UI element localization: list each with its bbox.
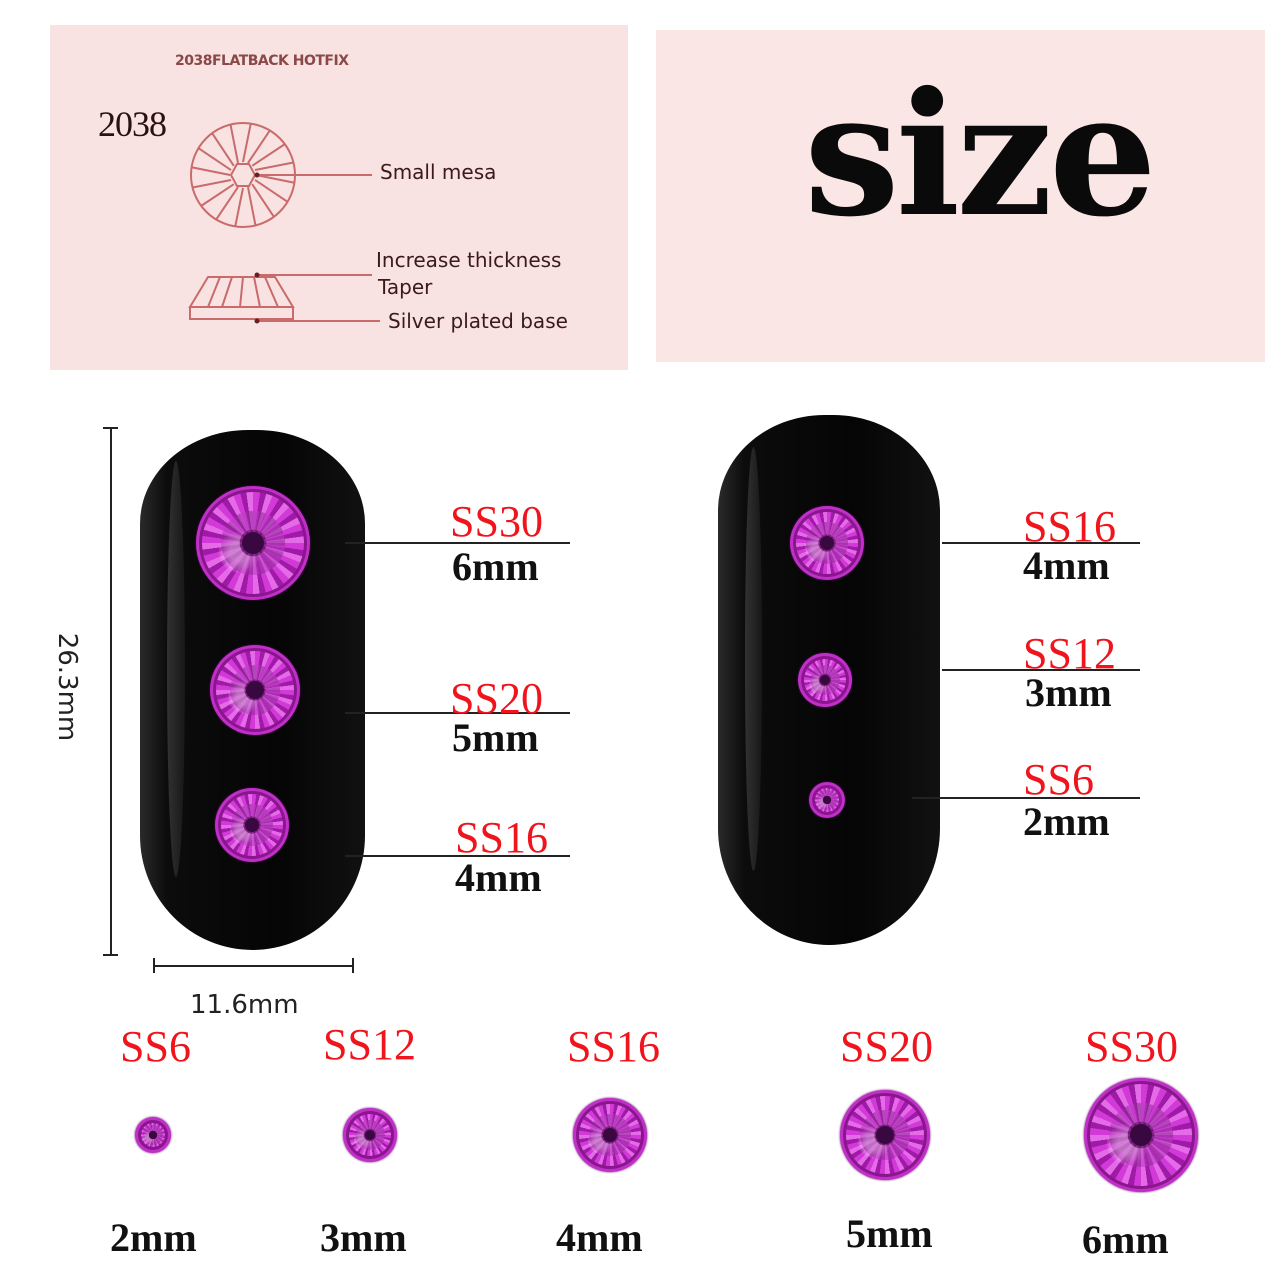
gem-4mm xyxy=(573,1098,647,1172)
gem-ss20 xyxy=(210,645,300,735)
diagram-facet-line xyxy=(242,123,252,163)
height-dimension-line xyxy=(110,427,112,955)
right-label-ss: SS6 xyxy=(1023,755,1094,804)
structure-diagram-panel: 2038FLATBACK HOTFIX 2038 Small mesa Incr… xyxy=(50,25,628,370)
right-label-mm: 4mm xyxy=(1023,543,1110,588)
size-title-panel: size xyxy=(656,30,1265,362)
diagram-facet-line xyxy=(211,132,235,167)
diagram-facet-line xyxy=(247,129,271,164)
left-label-mm: 4mm xyxy=(455,855,542,900)
size-row-ss: SS12 xyxy=(323,1020,416,1069)
pointer-line xyxy=(345,542,570,544)
diagram-facet-line xyxy=(234,187,244,227)
diagram-facet-line xyxy=(229,124,240,164)
height-tick-top xyxy=(103,427,118,429)
diagram-facet-line xyxy=(251,183,275,218)
right-label-ss: SS16 xyxy=(1023,502,1116,551)
diagram-facet-line xyxy=(191,166,231,176)
rhinestone-diagram xyxy=(188,122,380,324)
size-row-mm: 6mm xyxy=(1082,1217,1169,1262)
diagram-facet-line xyxy=(197,147,232,171)
width-tick-left xyxy=(153,958,155,973)
size-row-mm: 5mm xyxy=(846,1211,933,1256)
size-row-ss: SS30 xyxy=(1085,1022,1178,1071)
diagram-facet-line xyxy=(192,178,232,189)
gem-2mm xyxy=(135,1117,171,1153)
left-label-ss: SS16 xyxy=(455,813,548,862)
pointer-line xyxy=(345,712,570,714)
size-row-ss: SS20 xyxy=(840,1022,933,1071)
diagram-facet-line xyxy=(255,174,295,184)
diagram-facet-line xyxy=(215,186,239,221)
left-label-mm: 5mm xyxy=(452,715,539,760)
width-dimension-label: 11.6mm xyxy=(190,990,299,1020)
pointer-line xyxy=(912,797,1140,799)
gem-ss12 xyxy=(798,653,852,707)
left-label-ss: SS30 xyxy=(450,497,543,546)
size-row-ss: SS16 xyxy=(567,1022,660,1071)
height-tick-bottom xyxy=(103,954,118,956)
height-dimension-label: 26.3mm xyxy=(52,632,82,742)
left-label-mm: 6mm xyxy=(452,544,539,589)
gem-ss30 xyxy=(196,486,310,600)
width-tick-right xyxy=(352,958,354,973)
right-label-ss: SS12 xyxy=(1023,629,1116,678)
width-dimension-line xyxy=(153,965,353,967)
gem-5mm xyxy=(840,1090,930,1180)
label-small-mesa: Small mesa xyxy=(380,160,497,184)
size-row-ss: SS6 xyxy=(120,1022,191,1071)
right-label-mm: 2mm xyxy=(1023,799,1110,844)
left-label-ss: SS20 xyxy=(450,674,543,723)
diagram-facet-line xyxy=(254,161,294,172)
size-title: size xyxy=(804,55,1157,255)
diagram-facet-line xyxy=(254,179,289,203)
pointer-line xyxy=(345,855,570,857)
label-taper: Taper xyxy=(378,275,433,299)
label-silver-base: Silver plated base xyxy=(388,309,568,333)
diagram-facet-line xyxy=(246,186,257,226)
gem-ss6 xyxy=(809,782,845,818)
size-row-mm: 4mm xyxy=(556,1215,643,1260)
gem-ss16 xyxy=(790,506,864,580)
model-number: 2038 xyxy=(98,104,167,144)
gem-3mm xyxy=(343,1108,397,1162)
label-increase-thickness: Increase thickness xyxy=(376,248,562,272)
diagram-facet-line xyxy=(200,183,235,207)
diagram-heading: 2038FLATBACK HOTFIX xyxy=(175,53,349,69)
size-row-mm: 3mm xyxy=(320,1215,407,1260)
right-label-mm: 3mm xyxy=(1025,670,1112,715)
diagram-facet-line xyxy=(251,143,286,167)
gem-ss16 xyxy=(215,788,289,862)
pointer-line xyxy=(942,542,1140,544)
gem-6mm xyxy=(1084,1078,1198,1192)
size-row-mm: 2mm xyxy=(110,1215,197,1260)
pointer-line xyxy=(942,669,1140,671)
